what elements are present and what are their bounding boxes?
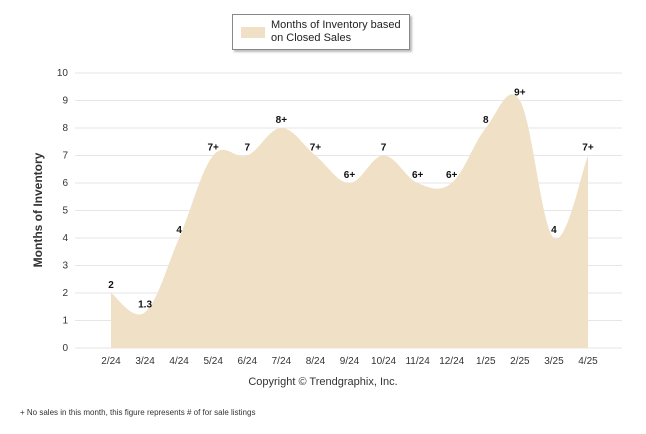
data-label: 7 xyxy=(381,143,387,154)
y-axis-label: Months of Inventory xyxy=(31,152,45,267)
x-tick-label: 6/24 xyxy=(238,356,258,367)
legend-swatch xyxy=(241,27,265,38)
x-tick-label: 10/24 xyxy=(371,356,396,367)
data-label: 6+ xyxy=(344,170,356,181)
x-tick-label: 7/24 xyxy=(272,356,292,367)
data-label: 2 xyxy=(108,280,114,291)
x-tick-label: 5/24 xyxy=(203,356,223,367)
x-tick-label: 3/25 xyxy=(544,356,564,367)
data-label: 7+ xyxy=(310,143,322,154)
data-labels: 2 1.3 4 7+ 7 8+ 7+ 6+ 7 6+ 6+ 8 9+ 4 7+ xyxy=(108,88,594,311)
data-label: 6+ xyxy=(446,170,458,181)
data-label: 7 xyxy=(245,143,251,154)
data-label: 7+ xyxy=(582,143,594,154)
data-label: 8+ xyxy=(276,115,288,126)
y-tick-label: 5 xyxy=(62,206,68,217)
inventory-area xyxy=(111,94,588,348)
data-label: 9+ xyxy=(514,88,526,99)
x-tick-label: 12/24 xyxy=(439,356,464,367)
x-axis-ticks: 2/24 3/24 4/24 5/24 6/24 7/24 8/24 9/24 10/24 11/… xyxy=(101,356,598,367)
data-label: 4 xyxy=(551,225,557,236)
y-tick-label: 0 xyxy=(62,343,68,354)
y-tick-label: 6 xyxy=(62,178,68,189)
x-tick-label: 1/25 xyxy=(476,356,496,367)
data-label: 1.3 xyxy=(138,299,152,310)
data-label: 8 xyxy=(483,115,489,126)
y-tick-label: 4 xyxy=(62,233,68,244)
data-label: 4 xyxy=(176,225,182,236)
x-tick-label: 9/24 xyxy=(340,356,360,367)
legend: Months of Inventory based on Closed Sale… xyxy=(232,14,410,50)
y-tick-label: 8 xyxy=(62,123,68,134)
data-label: 7+ xyxy=(208,143,220,154)
x-tick-label: 11/24 xyxy=(405,356,430,367)
y-axis-ticks: 0 1 2 3 4 5 6 7 8 9 10 xyxy=(57,68,69,354)
x-tick-label: 2/25 xyxy=(510,356,530,367)
footnote-text: + No sales in this month, this figure re… xyxy=(20,408,256,417)
x-tick-label: 8/24 xyxy=(306,356,326,367)
x-tick-label: 4/24 xyxy=(169,356,189,367)
y-tick-label: 1 xyxy=(62,316,68,327)
y-tick-label: 9 xyxy=(62,96,68,107)
data-label: 6+ xyxy=(412,170,424,181)
y-tick-label: 7 xyxy=(62,151,68,162)
x-tick-label: 3/24 xyxy=(135,356,155,367)
legend-label: Months of Inventory based on Closed Sale… xyxy=(271,19,401,44)
x-tick-label: 2/24 xyxy=(101,356,121,367)
y-tick-label: 2 xyxy=(62,288,68,299)
y-tick-label: 10 xyxy=(57,68,69,79)
x-tick-label: 4/25 xyxy=(578,356,598,367)
copyright-text: Copyright © Trendgraphix, Inc. xyxy=(248,376,398,388)
y-tick-label: 3 xyxy=(62,261,68,272)
